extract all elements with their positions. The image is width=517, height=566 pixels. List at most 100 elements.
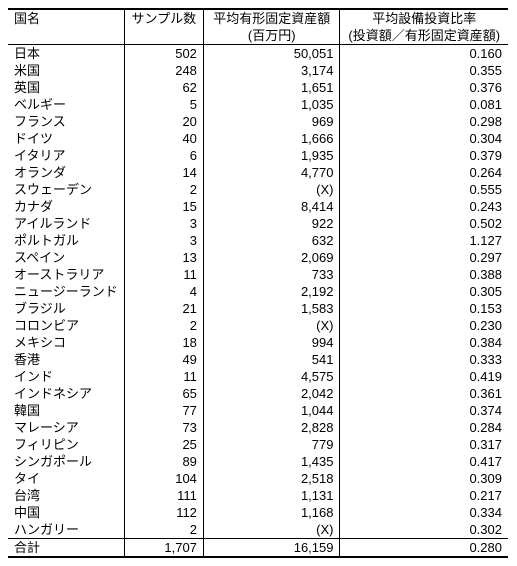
- table-body: 日本50250,0510.160米国2483,1740.355英国621,651…: [8, 45, 508, 558]
- cell-ratio: 0.153: [340, 300, 508, 317]
- cell-asset: 4,575: [203, 368, 340, 385]
- table-row: オーストラリア117330.388: [8, 266, 508, 283]
- cell-sample: 14: [124, 164, 203, 181]
- cell-sample: 5: [124, 96, 203, 113]
- cell-country: カナダ: [8, 198, 124, 215]
- cell-asset: 1,131: [203, 487, 340, 504]
- table-row: コロンビア2(X)0.230: [8, 317, 508, 334]
- cell-asset: (X): [203, 181, 340, 198]
- cell-country: イタリア: [8, 147, 124, 164]
- cell-ratio: 0.361: [340, 385, 508, 402]
- cell-asset: 3,174: [203, 62, 340, 79]
- cell-asset: 1,935: [203, 147, 340, 164]
- cell-country: オランダ: [8, 164, 124, 181]
- cell-country: ハンガリー: [8, 521, 124, 539]
- cell-sample: 3: [124, 215, 203, 232]
- cell-ratio: 0.284: [340, 419, 508, 436]
- sub-header-country: [8, 27, 124, 45]
- cell-sample: 65: [124, 385, 203, 402]
- cell-asset: 733: [203, 266, 340, 283]
- sub-header-ratio: (投資額／有形固定資産額): [340, 27, 508, 45]
- cell-country: スウェーデン: [8, 181, 124, 198]
- cell-sample: 2: [124, 521, 203, 539]
- cell-country: 香港: [8, 351, 124, 368]
- table-row: 米国2483,1740.355: [8, 62, 508, 79]
- table-row: 英国621,6510.376: [8, 79, 508, 96]
- cell-ratio: 0.384: [340, 334, 508, 351]
- cell-sample: 111: [124, 487, 203, 504]
- sub-header-sample: [124, 27, 203, 45]
- table-row: 合計1,70716,1590.280: [8, 539, 508, 558]
- cell-ratio: 0.419: [340, 368, 508, 385]
- cell-ratio: 0.304: [340, 130, 508, 147]
- cell-sample: 1,707: [124, 539, 203, 558]
- cell-asset: 994: [203, 334, 340, 351]
- cell-asset: 2,069: [203, 249, 340, 266]
- cell-sample: 4: [124, 283, 203, 300]
- cell-sample: 6: [124, 147, 203, 164]
- col-header-ratio: 平均設備投資比率: [340, 9, 508, 27]
- cell-ratio: 0.333: [340, 351, 508, 368]
- table-row: スウェーデン2(X)0.555: [8, 181, 508, 198]
- cell-sample: 2: [124, 181, 203, 198]
- cell-country: 台湾: [8, 487, 124, 504]
- cell-ratio: 0.160: [340, 45, 508, 63]
- cell-ratio: 0.217: [340, 487, 508, 504]
- cell-ratio: 0.376: [340, 79, 508, 96]
- cell-country: マレーシア: [8, 419, 124, 436]
- cell-ratio: 1.127: [340, 232, 508, 249]
- cell-country: ブラジル: [8, 300, 124, 317]
- cell-asset: 541: [203, 351, 340, 368]
- cell-asset: 2,042: [203, 385, 340, 402]
- cell-ratio: 0.298: [340, 113, 508, 130]
- cell-sample: 25: [124, 436, 203, 453]
- cell-country: 中国: [8, 504, 124, 521]
- cell-asset: 16,159: [203, 539, 340, 558]
- cell-sample: 15: [124, 198, 203, 215]
- table-row: 日本50250,0510.160: [8, 45, 508, 63]
- cell-ratio: 0.081: [340, 96, 508, 113]
- table-row: フィリピン257790.317: [8, 436, 508, 453]
- table-row: 台湾1111,1310.217: [8, 487, 508, 504]
- table-row: スペイン132,0690.297: [8, 249, 508, 266]
- table-row: カナダ158,4140.243: [8, 198, 508, 215]
- cell-country: ニュージーランド: [8, 283, 124, 300]
- cell-asset: 50,051: [203, 45, 340, 63]
- cell-country: アイルランド: [8, 215, 124, 232]
- cell-asset: 1,583: [203, 300, 340, 317]
- table-row: 中国1121,1680.334: [8, 504, 508, 521]
- table-row: インド114,5750.419: [8, 368, 508, 385]
- cell-sample: 18: [124, 334, 203, 351]
- cell-country: スペイン: [8, 249, 124, 266]
- table-row: 韓国771,0440.374: [8, 402, 508, 419]
- cell-asset: 969: [203, 113, 340, 130]
- cell-sample: 248: [124, 62, 203, 79]
- cell-sample: 502: [124, 45, 203, 63]
- cell-country: インドネシア: [8, 385, 124, 402]
- cell-ratio: 0.379: [340, 147, 508, 164]
- table-row: ニュージーランド42,1920.305: [8, 283, 508, 300]
- table-row: ポルトガル36321.127: [8, 232, 508, 249]
- cell-country: メキシコ: [8, 334, 124, 351]
- cell-asset: 1,035: [203, 96, 340, 113]
- cell-country: 英国: [8, 79, 124, 96]
- table-row: シンガポール891,4350.417: [8, 453, 508, 470]
- cell-sample: 20: [124, 113, 203, 130]
- sub-header-asset: (百万円): [203, 27, 340, 45]
- table-row: フランス209690.298: [8, 113, 508, 130]
- cell-asset: 2,828: [203, 419, 340, 436]
- cell-ratio: 0.334: [340, 504, 508, 521]
- cell-asset: 1,168: [203, 504, 340, 521]
- table-row: ブラジル211,5830.153: [8, 300, 508, 317]
- cell-ratio: 0.374: [340, 402, 508, 419]
- cell-sample: 3: [124, 232, 203, 249]
- table-row: インドネシア652,0420.361: [8, 385, 508, 402]
- table-row: 香港495410.333: [8, 351, 508, 368]
- table-row: タイ1042,5180.309: [8, 470, 508, 487]
- cell-sample: 13: [124, 249, 203, 266]
- cell-sample: 104: [124, 470, 203, 487]
- cell-country: ドイツ: [8, 130, 124, 147]
- cell-sample: 89: [124, 453, 203, 470]
- cell-country: オーストラリア: [8, 266, 124, 283]
- col-header-sample: サンプル数: [124, 9, 203, 27]
